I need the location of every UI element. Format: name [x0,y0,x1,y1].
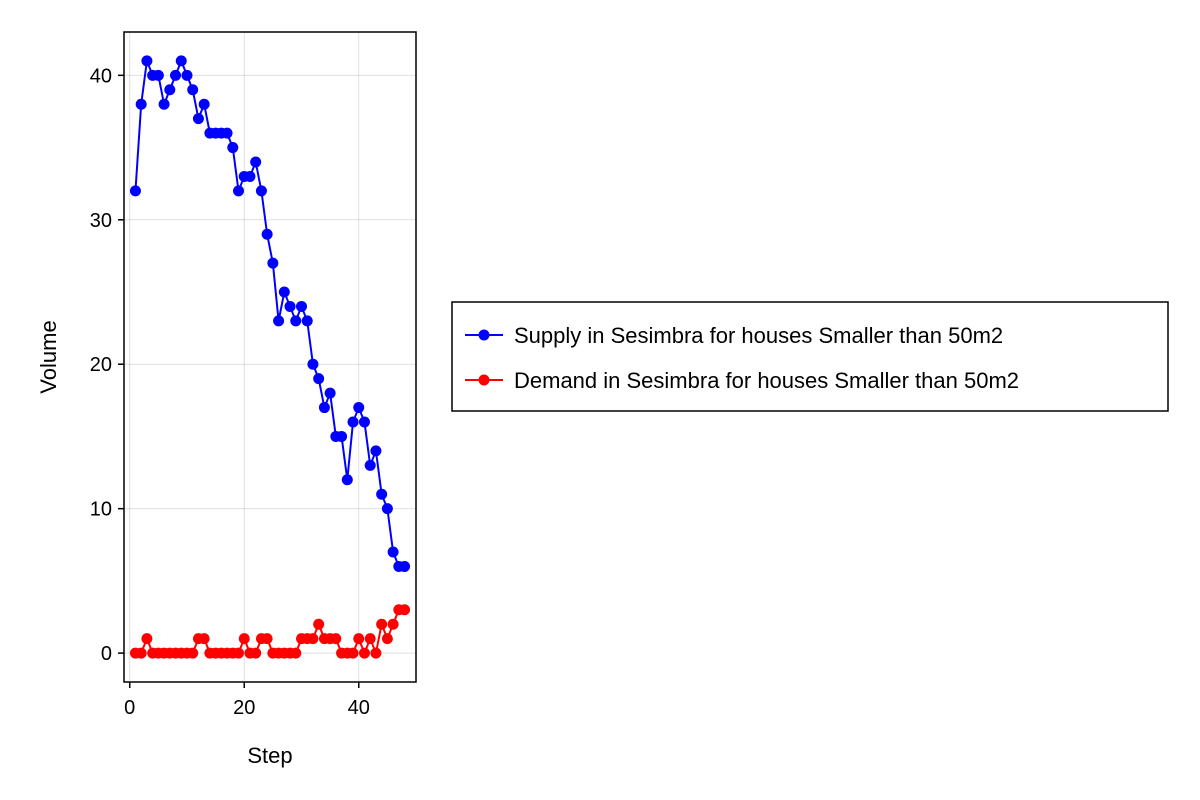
supply-point [290,315,302,327]
supply-point [158,98,170,110]
legend-supply-label: Supply in Sesimbra for houses Smaller th… [514,323,1003,348]
supply-point [318,402,330,414]
supply-point [399,560,411,572]
axis-ticks: 0 20 40 0 10 20 30 40 [90,65,370,719]
supply-point [175,55,187,67]
supply-point [295,300,307,312]
legend: Supply in Sesimbra for houses Smaller th… [451,301,1169,412]
supply-point [313,373,325,385]
y-tick-label: 20 [90,354,112,376]
y-tick-label: 0 [101,643,112,665]
supply-point [307,358,319,370]
supply-point [135,98,147,110]
supply-point [347,416,359,428]
x-tick-label: 40 [348,697,370,719]
supply-point [301,315,313,327]
demand-point [261,633,273,645]
supply-point [387,546,399,558]
y-tick-label: 30 [90,210,112,232]
supply-point [353,402,365,414]
grid-lines [124,32,416,682]
supply-point [192,113,204,125]
supply-line [134,59,405,568]
demand-point [364,633,376,645]
supply-point [278,286,290,298]
plot-frame [123,31,417,683]
supply-point [233,185,245,197]
supply-point [267,257,279,269]
demand-line [135,608,405,655]
supply-point [364,459,376,471]
y-tick-label: 40 [90,65,112,87]
demand-point [135,647,147,659]
supply-point [324,387,336,399]
demand-point [313,618,325,630]
supply-point [358,416,370,428]
demand-point [187,647,199,659]
supply-point [370,445,382,457]
legend-demand-marker [478,374,490,386]
supply-point [336,430,348,442]
supply-point [164,84,176,96]
supply-point [284,300,296,312]
legend-entry-demand: Demand in Sesimbra for houses Smaller th… [465,368,1019,393]
demand-point [238,633,250,645]
supply-point [181,69,193,81]
demand-point [250,647,262,659]
series-demand [129,604,411,659]
demand-point [381,633,393,645]
y-axis-label: Volume [36,320,61,393]
supply-point [198,98,210,110]
supply-point [141,55,153,67]
demand-point [141,633,153,645]
supply-point [261,228,273,240]
demand-point [307,633,319,645]
supply-point [381,503,393,515]
legend-box [451,301,1169,412]
legend-demand-label: Demand in Sesimbra for houses Smaller th… [514,368,1019,393]
demand-point [330,633,342,645]
supply-point [152,69,164,81]
series-supply [129,55,411,572]
legend-entry-supply: Supply in Sesimbra for houses Smaller th… [465,323,1003,348]
demand-point [387,618,399,630]
supply-point [376,488,388,500]
supply-point [255,185,267,197]
supply-point [250,156,262,168]
supply-point [170,69,182,81]
x-tick-label: 20 [233,697,255,719]
supply-point [341,474,353,486]
legend-supply-marker [478,329,490,341]
supply-point [244,170,256,182]
demand-point [353,633,365,645]
y-tick-label: 10 [90,499,112,521]
supply-point [129,185,141,197]
demand-point [399,604,411,616]
x-tick-label: 0 [124,697,135,719]
supply-point [273,315,285,327]
demand-point [376,618,388,630]
series-layer [129,55,411,659]
demand-point [290,647,302,659]
supply-point [187,84,199,96]
demand-point [370,647,382,659]
demand-point [347,647,359,659]
demand-point [233,647,245,659]
demand-point [198,633,210,645]
supply-point [221,127,233,139]
x-axis-label: Step [247,743,292,768]
supply-point [227,142,239,154]
demand-point [358,647,370,659]
